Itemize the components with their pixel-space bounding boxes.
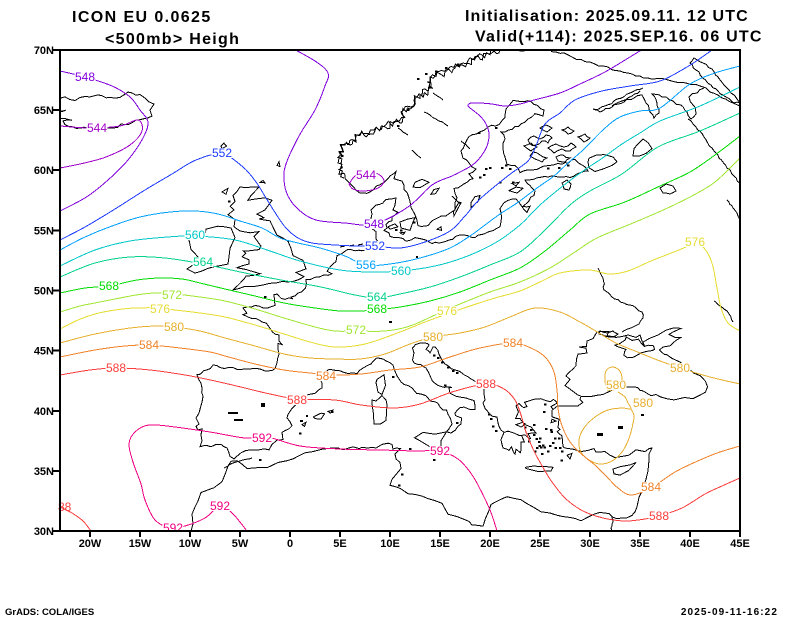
svg-text:35E: 35E — [630, 538, 650, 550]
svg-text:584: 584 — [641, 480, 661, 494]
svg-text:580: 580 — [633, 396, 653, 410]
svg-text:5E: 5E — [333, 538, 346, 550]
svg-text:576: 576 — [437, 304, 457, 318]
svg-text:560: 560 — [391, 264, 411, 278]
svg-text:60N: 60N — [34, 165, 54, 177]
svg-text:15E: 15E — [430, 538, 450, 550]
svg-text:592: 592 — [430, 444, 450, 458]
svg-text:15W: 15W — [129, 538, 152, 550]
svg-text:588: 588 — [287, 393, 307, 407]
svg-text:2025-09-11-16:22: 2025-09-11-16:22 — [681, 607, 778, 618]
svg-text:45N: 45N — [34, 346, 54, 358]
svg-text:GrADS: COLA/IGES: GrADS: COLA/IGES — [5, 607, 94, 618]
svg-text:564: 564 — [367, 290, 387, 304]
svg-text:20W: 20W — [79, 538, 102, 550]
svg-text:584: 584 — [316, 369, 336, 383]
svg-text:572: 572 — [346, 323, 366, 337]
svg-text:50N: 50N — [34, 286, 54, 298]
svg-text:592: 592 — [163, 521, 183, 535]
svg-text:548: 548 — [75, 70, 95, 84]
svg-text:70N: 70N — [34, 45, 54, 57]
svg-text:544: 544 — [87, 121, 107, 135]
svg-text:580: 580 — [164, 320, 184, 334]
svg-text:20E: 20E — [480, 538, 500, 550]
svg-text:30N: 30N — [34, 526, 54, 538]
svg-text:45E: 45E — [730, 538, 750, 550]
svg-text:544: 544 — [356, 168, 376, 182]
svg-text:568: 568 — [99, 279, 119, 293]
svg-text:572: 572 — [162, 288, 182, 302]
svg-text:Initialisation: 2025.09.11. 12: Initialisation: 2025.09.11. 12 UTC — [465, 8, 749, 25]
svg-text:588: 588 — [476, 377, 496, 391]
svg-text:88: 88 — [58, 500, 72, 514]
svg-text:30E: 30E — [580, 538, 600, 550]
svg-text:55N: 55N — [34, 225, 54, 237]
svg-text:ICON EU 0.0625: ICON EU 0.0625 — [72, 9, 212, 26]
svg-text:584: 584 — [503, 336, 523, 350]
svg-text:588: 588 — [649, 509, 669, 523]
svg-text:576: 576 — [685, 235, 705, 249]
svg-text:560: 560 — [185, 228, 205, 242]
svg-text:580: 580 — [423, 330, 443, 344]
svg-text:548: 548 — [364, 217, 384, 231]
svg-text:580: 580 — [670, 361, 690, 375]
svg-text:580: 580 — [606, 378, 626, 392]
svg-text:564: 564 — [193, 255, 213, 269]
svg-text:576: 576 — [150, 302, 170, 316]
svg-text:<500mb> Heigh: <500mb> Heigh — [105, 31, 240, 48]
svg-text:588: 588 — [106, 361, 126, 375]
svg-text:568: 568 — [367, 302, 387, 316]
svg-text:584: 584 — [139, 338, 159, 352]
svg-text:592: 592 — [252, 431, 272, 445]
svg-text:40E: 40E — [680, 538, 700, 550]
svg-text:552: 552 — [212, 146, 232, 160]
svg-text:552: 552 — [365, 239, 385, 253]
svg-text:0: 0 — [287, 538, 293, 550]
svg-text:40N: 40N — [34, 406, 54, 418]
svg-text:Valid(+114): 2025.SEP.16. 06 U: Valid(+114): 2025.SEP.16. 06 UTC — [475, 29, 763, 46]
svg-text:10W: 10W — [179, 538, 202, 550]
svg-text:556: 556 — [356, 258, 376, 272]
svg-text:10E: 10E — [380, 538, 400, 550]
svg-text:25E: 25E — [530, 538, 550, 550]
svg-text:65N: 65N — [34, 105, 54, 117]
svg-text:5W: 5W — [232, 538, 249, 550]
svg-text:35N: 35N — [34, 466, 54, 478]
svg-text:592: 592 — [210, 499, 230, 513]
